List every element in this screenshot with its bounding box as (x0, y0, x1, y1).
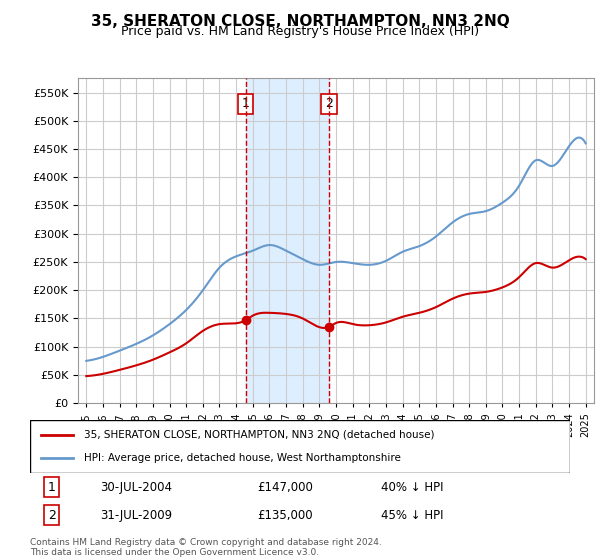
Text: 2: 2 (47, 508, 56, 522)
Text: 35, SHERATON CLOSE, NORTHAMPTON, NN3 2NQ (detached house): 35, SHERATON CLOSE, NORTHAMPTON, NN3 2NQ… (84, 430, 434, 440)
Text: 35, SHERATON CLOSE, NORTHAMPTON, NN3 2NQ: 35, SHERATON CLOSE, NORTHAMPTON, NN3 2NQ (91, 14, 509, 29)
Text: 1: 1 (47, 480, 56, 494)
Text: 2: 2 (325, 97, 333, 110)
Text: 1: 1 (242, 97, 250, 110)
Text: HPI: Average price, detached house, West Northamptonshire: HPI: Average price, detached house, West… (84, 453, 401, 463)
Text: 45% ↓ HPI: 45% ↓ HPI (381, 508, 443, 522)
Text: Contains HM Land Registry data © Crown copyright and database right 2024.
This d: Contains HM Land Registry data © Crown c… (30, 538, 382, 557)
Bar (246, 78, 329, 403)
FancyBboxPatch shape (30, 420, 570, 473)
Text: £135,000: £135,000 (257, 508, 313, 522)
Text: 40% ↓ HPI: 40% ↓ HPI (381, 480, 443, 494)
Text: 31-JUL-2009: 31-JUL-2009 (100, 508, 172, 522)
Text: £147,000: £147,000 (257, 480, 313, 494)
Text: 30-JUL-2004: 30-JUL-2004 (100, 480, 172, 494)
Text: Price paid vs. HM Land Registry's House Price Index (HPI): Price paid vs. HM Land Registry's House … (121, 25, 479, 38)
